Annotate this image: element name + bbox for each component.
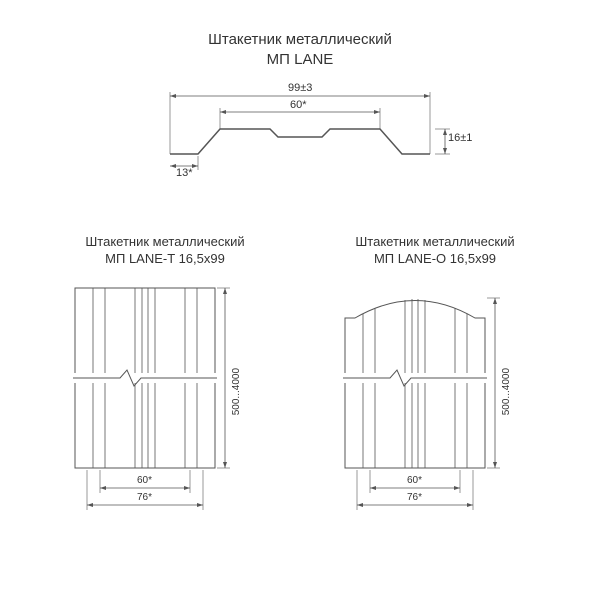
variant-t-height: 500...4000: [231, 368, 242, 415]
variant-t-title-1: Штакетник металлический: [45, 234, 285, 251]
variant-t-inner-width: 60*: [137, 475, 152, 486]
variant-o-outer-width: 76*: [407, 492, 422, 503]
dim-top-width: 60*: [290, 99, 307, 111]
dim-total-width: 99±3: [288, 82, 312, 94]
variant-row: Штакетник металлический МП LANE-T 16,5x9…: [0, 234, 600, 538]
variant-t-drawing: 500...4000 60* 76*: [45, 278, 275, 538]
dim-height: 16±1: [448, 132, 472, 144]
variant-o: Штакетник металлический МП LANE-O 16,5x9…: [315, 234, 555, 538]
main-title: Штакетник металлический МП LANE: [0, 0, 600, 69]
variant-o-height: 500...4000: [501, 368, 512, 415]
title-line-2: МП LANE: [0, 50, 600, 70]
variant-t-title: Штакетник металлический МП LANE-T 16,5x9…: [45, 234, 285, 268]
title-line-1: Штакетник металлический: [0, 30, 600, 50]
variant-o-inner-width: 60*: [407, 475, 422, 486]
variant-o-title-1: Штакетник металлический: [315, 234, 555, 251]
variant-t-outer-width: 76*: [137, 492, 152, 503]
variant-t: Штакетник металлический МП LANE-T 16,5x9…: [45, 234, 285, 538]
variant-o-title: Штакетник металлический МП LANE-O 16,5x9…: [315, 234, 555, 268]
variant-t-title-2: МП LANE-T 16,5x99: [45, 251, 285, 268]
variant-o-drawing: 500...4000 60* 76*: [315, 278, 545, 538]
variant-o-title-2: МП LANE-O 16,5x99: [315, 251, 555, 268]
dim-base-width: 13*: [176, 167, 193, 179]
profile-diagram: 99±3 60* 16±1 13*: [140, 84, 460, 184]
